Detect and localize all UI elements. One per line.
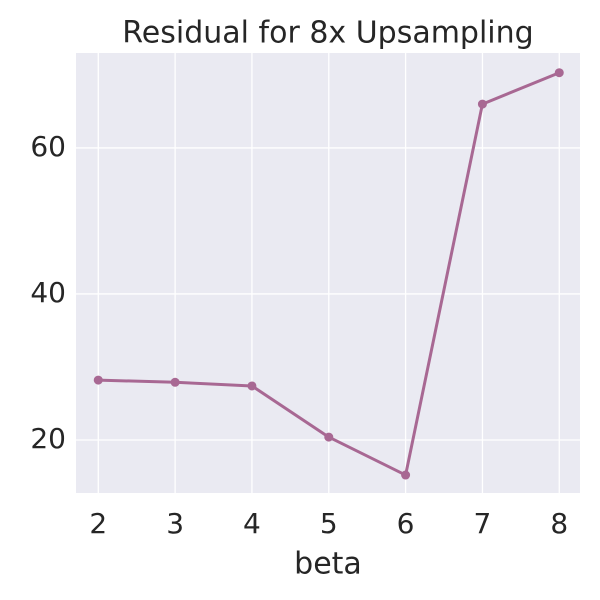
y-tick-label: 20 bbox=[30, 422, 66, 455]
plot-area bbox=[76, 53, 580, 493]
point bbox=[554, 68, 564, 78]
point bbox=[93, 375, 103, 385]
point bbox=[477, 99, 487, 109]
point bbox=[401, 470, 411, 480]
x-tick-label: 2 bbox=[89, 507, 107, 540]
y-tick-label: 60 bbox=[30, 130, 66, 163]
x-tick-label: 6 bbox=[397, 507, 415, 540]
x-axis-label: beta bbox=[294, 547, 362, 582]
x-tick-label: 8 bbox=[550, 507, 568, 540]
x-tick-label: 7 bbox=[474, 507, 492, 540]
chart-title: Residual for 8x Upsampling bbox=[122, 16, 533, 51]
x-tick-label: 4 bbox=[243, 507, 261, 540]
point bbox=[247, 381, 257, 391]
y-tick-label: 40 bbox=[30, 276, 66, 309]
point bbox=[170, 377, 180, 387]
x-tick-label: 5 bbox=[320, 507, 338, 540]
point bbox=[324, 432, 334, 442]
x-tick-label: 3 bbox=[166, 507, 184, 540]
